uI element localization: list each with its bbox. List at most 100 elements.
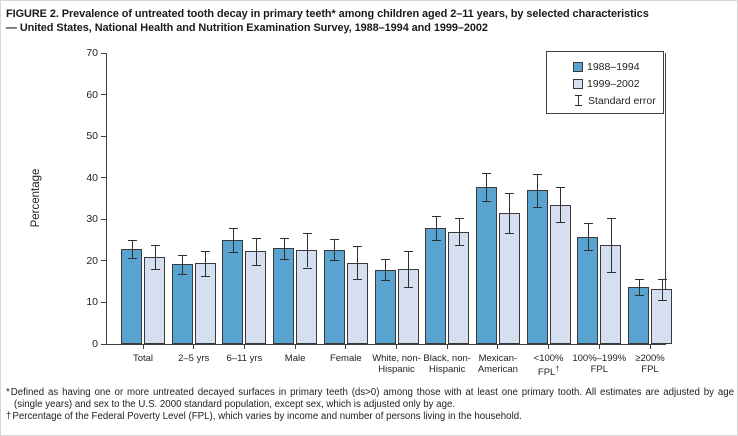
error-bar-line	[509, 192, 511, 234]
error-bar-cap	[482, 201, 492, 203]
x-tick	[396, 345, 397, 349]
error-bar-line	[334, 238, 336, 261]
category-label-line: FPL†	[537, 366, 560, 379]
error-bar-cap	[404, 250, 413, 252]
bar-1988-1994	[577, 236, 599, 344]
x-tick	[294, 345, 296, 349]
error-bar-line	[610, 218, 612, 273]
footnote-star-text: Defined as having one or more untreated …	[10, 387, 734, 410]
error-bar-cap	[127, 257, 137, 259]
bar-1999-2002	[144, 256, 165, 344]
bar-1988-1994	[222, 239, 244, 344]
bar-1988-1994	[273, 248, 295, 344]
error-bar-line	[205, 250, 207, 276]
footnotes: *Defined as having one or more untreated…	[6, 387, 734, 423]
error-bar-cap	[454, 245, 464, 247]
error-bar-line	[408, 250, 409, 287]
error-bar-cap	[505, 233, 515, 235]
y-tick-label: 10	[86, 296, 98, 309]
y-tick	[101, 135, 107, 137]
error-bar-cap	[556, 187, 566, 189]
category-label: Mexican- American	[465, 353, 531, 375]
error-bar-line	[283, 237, 285, 259]
x-tick	[243, 345, 245, 349]
error-bar-cap	[279, 258, 289, 260]
footnote-dagger: †Percentage of the Federal Poverty Level…	[6, 411, 734, 423]
category-label: White, non- Hispanic	[364, 353, 430, 375]
bar-1988-1994	[323, 249, 345, 344]
error-bar-cap	[201, 250, 211, 252]
figure-title-line-1: FIGURE 2. Prevalence of untreated tooth …	[6, 8, 649, 20]
category-label: ≥200% FPL	[617, 353, 683, 375]
error-bar-cap	[279, 237, 289, 239]
bar-1988-1994	[475, 187, 497, 344]
category-label-line: Hispanic	[428, 364, 466, 375]
error-bar-cap	[583, 223, 593, 225]
category-label-line: <100%	[533, 353, 564, 364]
category-label-line: Female	[329, 353, 362, 364]
legend-label-standard-error: Standard error	[588, 94, 656, 107]
error-bar-line	[182, 254, 184, 274]
error-bar-line	[357, 246, 359, 279]
legend-item-1999-2002: 1999–2002	[573, 75, 663, 92]
category-label: 2–5 yrs	[161, 353, 227, 364]
category-label-line: 6–11 yrs	[226, 353, 263, 364]
bar-1988-1994	[425, 228, 447, 344]
error-bar-line	[306, 233, 308, 268]
bar-1988-1994	[171, 264, 193, 344]
x-tick	[598, 345, 600, 349]
y-tick-label: 70	[86, 47, 98, 59]
error-bar-cap	[353, 246, 363, 248]
category-label: 6–11 yrs	[211, 353, 277, 364]
error-bar-line	[560, 187, 562, 223]
category-label-line: Total	[132, 353, 154, 364]
error-bar-cap	[178, 273, 188, 275]
footnote-star: *Defined as having one or more untreated…	[6, 387, 734, 411]
legend: 1988–1994 1999–2002 Standard error	[546, 51, 664, 114]
error-bar-cap	[150, 268, 160, 270]
error-bar-cap	[404, 286, 413, 288]
y-tick	[101, 94, 107, 96]
footnote-dagger-marker: †	[6, 411, 12, 422]
error-bar-line	[587, 223, 589, 251]
error-bar-line	[385, 258, 386, 281]
y-tick-label: 0	[92, 338, 98, 350]
category-label-line: ≥200%	[635, 353, 665, 364]
error-bar-cap	[228, 251, 238, 253]
y-tick-label: 40	[86, 171, 98, 184]
x-tick	[142, 345, 144, 349]
category-label-line: American	[477, 364, 518, 375]
error-bar-cap	[330, 238, 340, 240]
legend-swatch-1988-1994	[573, 61, 583, 72]
bar-1999-2002	[549, 204, 571, 344]
bar-1999-2002	[448, 231, 470, 344]
category-label-line: Black, non-	[423, 353, 471, 364]
category-label: Black, non- Hispanic	[414, 353, 480, 375]
error-bar-cap	[228, 227, 238, 229]
category-label: 100%–199% FPL	[566, 353, 632, 375]
x-tick	[193, 345, 195, 349]
error-bar-cap	[178, 254, 188, 256]
y-tick	[101, 52, 107, 54]
category-label: Male	[262, 353, 328, 364]
error-bar-cap	[634, 295, 644, 297]
error-bar-cap	[454, 218, 464, 220]
error-bar-cap	[556, 222, 566, 224]
y-tick-label: 60	[86, 88, 98, 101]
category-label: Female	[313, 353, 379, 364]
error-bar-cap	[533, 173, 543, 175]
error-bar-cap	[634, 278, 644, 280]
bar-1988-1994	[121, 249, 142, 344]
legend-item-1988-1994: 1988–1994	[573, 58, 663, 75]
y-tick	[101, 218, 107, 220]
error-bar-line	[232, 227, 234, 252]
footnote-star-marker: *	[6, 387, 10, 398]
error-bar-line	[661, 278, 663, 300]
error-bar-cap	[533, 206, 543, 208]
error-bar-cap	[353, 278, 363, 280]
error-bar-cap	[606, 218, 616, 220]
error-bar-cap	[127, 240, 137, 242]
error-bar-cap	[251, 237, 261, 239]
error-bar-line	[638, 278, 640, 296]
category-label-line: 100%–199%	[572, 353, 627, 364]
